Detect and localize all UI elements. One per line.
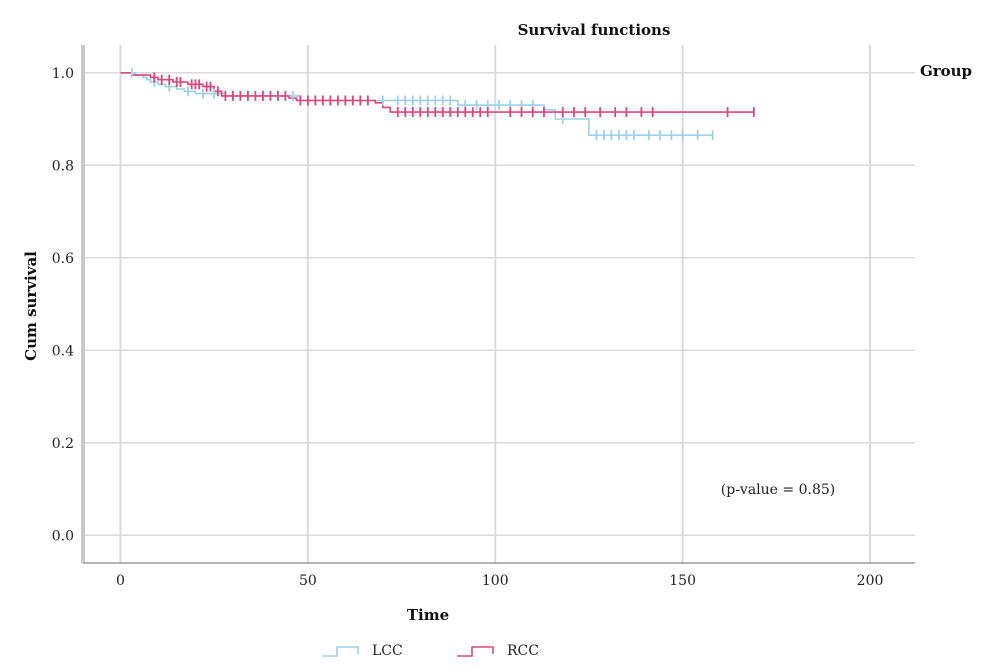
x-tick-label-3: 150 bbox=[669, 573, 696, 589]
chart-title: Survival functions bbox=[518, 21, 671, 39]
y-tick-label-5: 1.0 bbox=[52, 66, 74, 82]
y-tick-label-3: 0.6 bbox=[52, 251, 74, 267]
legend-swatch-lcc bbox=[322, 646, 359, 657]
x-tick-label-4: 200 bbox=[857, 573, 884, 589]
series-line-rcc bbox=[120, 72, 754, 113]
y-axis-label: Cum survival bbox=[22, 251, 40, 361]
legend: LCC RCC bbox=[322, 643, 539, 659]
tick-labels: 0 50 100 150 200 0.0 0.2 0.4 0.6 0.8 1.0 bbox=[52, 66, 884, 589]
legend-swatch-rcc bbox=[457, 646, 494, 657]
y-tick-label-2: 0.4 bbox=[52, 343, 74, 359]
legend-label-lcc: LCC bbox=[372, 643, 403, 659]
x-axis-label: Time bbox=[407, 606, 449, 624]
p-value-annotation: (p-value = 0.85) bbox=[721, 482, 835, 498]
x-tick-label-0: 0 bbox=[116, 573, 125, 589]
x-tick-label-1: 50 bbox=[299, 573, 317, 589]
series-lines bbox=[120, 72, 754, 136]
series-line-lcc bbox=[120, 72, 713, 136]
legend-title: Group bbox=[920, 62, 972, 80]
y-tick-label-0: 0.0 bbox=[52, 528, 74, 544]
censor-marks bbox=[130, 67, 755, 141]
y-tick-label-4: 0.8 bbox=[52, 158, 74, 174]
grid-lines bbox=[83, 45, 915, 563]
legend-label-rcc: RCC bbox=[507, 643, 539, 659]
axes bbox=[81, 45, 915, 564]
x-tick-label-2: 100 bbox=[482, 573, 509, 589]
y-tick-label-1: 0.2 bbox=[52, 436, 74, 452]
